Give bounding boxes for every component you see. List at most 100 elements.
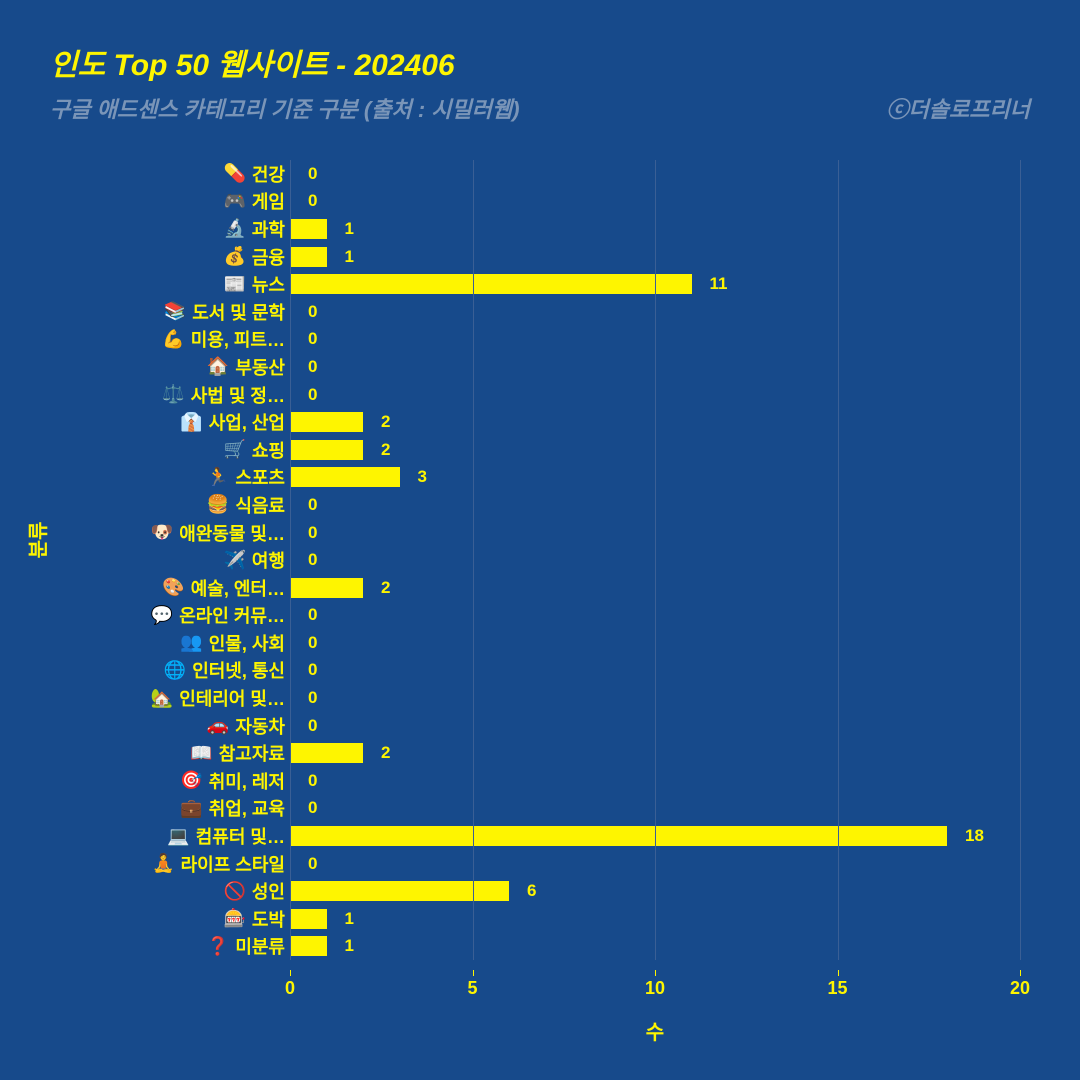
y-label-row: 🚗자동차: [40, 712, 285, 740]
category-emoji-icon: 👥: [180, 632, 202, 653]
value-label: 1: [345, 936, 354, 956]
category-label: 사업, 산업: [209, 409, 285, 435]
value-label: 1: [345, 219, 354, 239]
category-emoji-icon: 💊: [223, 163, 245, 184]
x-tick-label: 15: [827, 978, 847, 999]
category-label: 식음료: [235, 492, 285, 518]
value-label: 2: [381, 440, 390, 460]
y-label-row: 🍔 식음료: [40, 491, 285, 519]
category-label: 인테리어 및…: [179, 685, 285, 711]
chart-credit: ⓒ더솔로프리너: [887, 92, 1030, 124]
gridline: [473, 160, 474, 960]
y-label-row: 👔사업, 산업: [40, 408, 285, 436]
category-emoji-icon: 📖: [190, 743, 212, 764]
y-label-row: 🚫성인: [40, 877, 285, 905]
category-emoji-icon: 🔬: [223, 218, 245, 239]
y-label-row: 🎰도박: [40, 905, 285, 933]
x-tick: [838, 970, 839, 976]
bar: [290, 219, 327, 239]
category-label: 부동산: [235, 354, 285, 380]
y-label-row: 🎨예술, 엔터…: [40, 574, 285, 602]
category-emoji-icon: 💪: [162, 329, 184, 350]
bar: [290, 743, 363, 763]
gridline: [290, 160, 291, 960]
bar: [290, 936, 327, 956]
category-emoji-icon: ⚖️: [162, 384, 184, 405]
value-label: 6: [527, 881, 536, 901]
value-label: 0: [308, 302, 317, 322]
value-label: 0: [308, 854, 317, 874]
category-label: 뉴스: [252, 271, 285, 297]
y-label-row: 💰금융: [40, 243, 285, 271]
y-label-row: 👥 인물, 사회: [40, 629, 285, 657]
category-label: 애완동물 및…: [179, 520, 285, 546]
category-label: 사법 및 정…: [191, 382, 285, 408]
bar: [290, 881, 509, 901]
category-label: 건강: [252, 161, 285, 187]
bar: [290, 467, 400, 487]
category-label: 인물, 사회: [209, 630, 285, 656]
category-label: 예술, 엔터…: [191, 575, 285, 601]
category-emoji-icon: 📰: [223, 274, 245, 295]
x-tick: [473, 970, 474, 976]
y-axis-labels: 💊건강🎮게임🔬과학💰금융📰뉴스📚도서 및 문학💪미용, 피트…🏠부동산⚖️사법 …: [40, 160, 285, 960]
y-label-row: 💪미용, 피트…: [40, 326, 285, 354]
y-label-row: ✈️여행: [40, 546, 285, 574]
gridline: [655, 160, 656, 960]
value-label: 0: [308, 798, 317, 818]
category-emoji-icon: 📚: [164, 301, 186, 322]
category-emoji-icon: 🎯: [180, 770, 202, 791]
y-label-row: 💻컴퓨터 및…: [40, 822, 285, 850]
category-emoji-icon: 🏃: [207, 467, 229, 488]
value-label: 0: [308, 660, 317, 680]
value-label: 0: [308, 385, 317, 405]
x-axis-title: 수: [290, 1016, 1020, 1045]
category-label: 인터넷, 통신: [192, 657, 285, 683]
category-emoji-icon: 🛒: [223, 439, 245, 460]
bar: [290, 412, 363, 432]
category-emoji-icon: 🌐: [164, 660, 186, 681]
category-emoji-icon: 💬: [151, 605, 173, 626]
value-label: 0: [308, 633, 317, 653]
value-label: 0: [308, 523, 317, 543]
category-label: 금융: [252, 244, 285, 270]
value-label: 0: [308, 550, 317, 570]
plot-area: 0011110000223000200000200180611: [290, 160, 1020, 960]
category-label: 스포츠: [235, 464, 285, 490]
category-label: 취미, 레저: [209, 768, 285, 794]
y-label-row: 🔬과학: [40, 215, 285, 243]
category-emoji-icon: 🚗: [207, 715, 229, 736]
category-label: 온라인 커뮤…: [179, 602, 285, 628]
category-label: 컴퓨터 및…: [196, 823, 285, 849]
y-label-row: 🏃 스포츠: [40, 464, 285, 492]
y-label-row: ⚖️ 사법 및 정…: [40, 381, 285, 409]
chart-subtitle: 구글 애드센스 카테고리 기준 구분 (출처 : 시밀러웹): [50, 92, 520, 124]
x-tick-label: 0: [285, 978, 295, 999]
value-label: 2: [381, 743, 390, 763]
x-tick: [1020, 970, 1021, 976]
bar: [290, 578, 363, 598]
category-emoji-icon: 🎰: [223, 908, 245, 929]
y-label-row: 💼취업, 교육: [40, 795, 285, 823]
value-label: 0: [308, 771, 317, 791]
gridline: [838, 160, 839, 960]
value-label: 1: [345, 909, 354, 929]
y-label-row: 🐶애완동물 및…: [40, 519, 285, 547]
y-label-row: 🏠 부동산: [40, 353, 285, 381]
x-tick-label: 5: [467, 978, 477, 999]
category-emoji-icon: 🏡: [151, 688, 173, 709]
category-label: 쇼핑: [252, 437, 285, 463]
bar: [290, 909, 327, 929]
category-emoji-icon: 🍔: [207, 494, 229, 515]
y-label-row: 💊 건강: [40, 160, 285, 188]
value-label: 0: [308, 191, 317, 211]
bar: [290, 274, 692, 294]
category-label: 성인: [252, 878, 285, 904]
y-label-row: 📚도서 및 문학: [40, 298, 285, 326]
category-emoji-icon: 🏠: [207, 356, 229, 377]
value-label: 0: [308, 688, 317, 708]
category-emoji-icon: ✈️: [223, 550, 245, 571]
bar: [290, 826, 947, 846]
x-axis: 05101520: [290, 970, 1020, 1000]
bar: [290, 440, 363, 460]
